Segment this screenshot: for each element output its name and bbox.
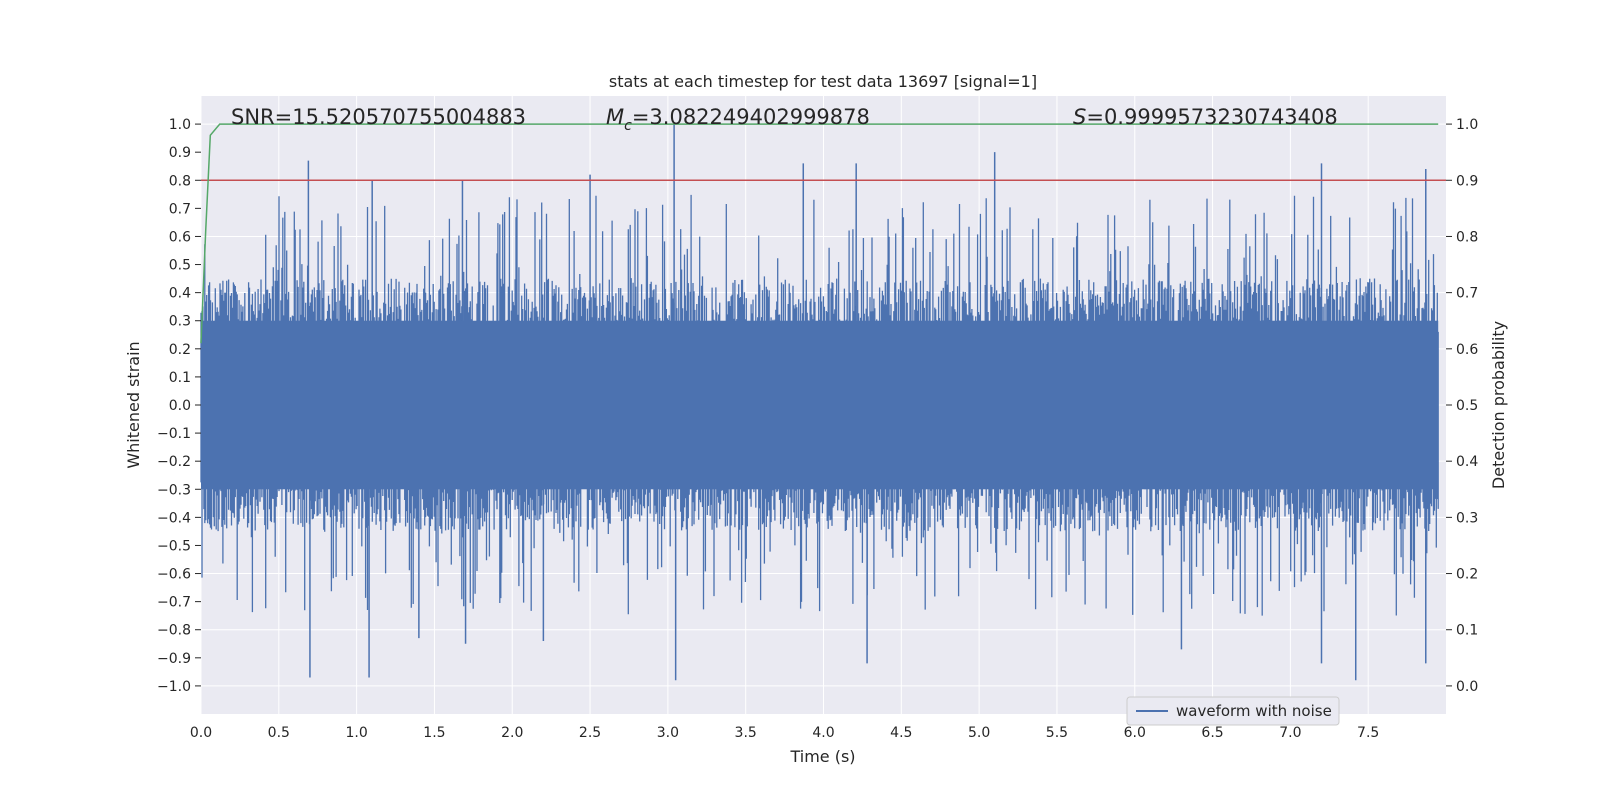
y-axis-label: Whitened strain — [124, 341, 143, 468]
legend: waveform with noise — [1126, 696, 1340, 726]
x-tick-label-1: 0.5 — [268, 725, 290, 741]
y-tick-label-17: −0.7 — [157, 595, 191, 611]
x-tick-label-5: 2.5 — [579, 725, 601, 741]
y-tick-label-1: 0.9 — [169, 145, 191, 161]
y-tick-label-6: 0.4 — [169, 286, 191, 302]
probability-line — [200, 123, 1439, 344]
y-tick-label-4: 0.6 — [169, 229, 191, 245]
y-tick-label-14: −0.4 — [157, 510, 191, 526]
chirp-mass-symbol: M — [606, 105, 624, 129]
y-tick-label-3: 0.7 — [169, 201, 191, 217]
score-annotation: S=0.9999573230743408 — [1073, 105, 1338, 129]
x-tick-label-0: 0.0 — [190, 725, 212, 741]
y-right-tick-label-7: 0.3 — [1456, 510, 1478, 526]
y-tick-label-15: −0.5 — [157, 538, 191, 554]
score-value: =0.9999573230743408 — [1086, 105, 1337, 129]
x-axis-label: Time (s) — [789, 747, 855, 766]
y-right-tick-label-1: 0.9 — [1456, 173, 1478, 189]
x-tick-label-14: 7.0 — [1279, 725, 1301, 741]
y-tick-label-12: −0.2 — [157, 454, 191, 470]
y-right-tick-label-8: 0.2 — [1456, 567, 1478, 583]
y-right-tick-label-2: 0.8 — [1456, 229, 1478, 245]
y-axis-ticks: 1.0 0.9 0.8 0.7 0.6 0.5 0.4 0.3 0.2 0.1 0.0 −0.1 −0.… — [157, 117, 201, 695]
chirp-mass-value: =3.082249402999878 — [632, 105, 870, 129]
x-tick-label-2: 1.0 — [345, 725, 367, 741]
x-tick-label-7: 3.5 — [735, 725, 757, 741]
y-right-tick-label-4: 0.6 — [1456, 342, 1478, 358]
y-tick-label-18: −0.8 — [157, 623, 191, 639]
y-tick-label-16: −0.6 — [157, 567, 191, 583]
y-right-tick-label-9: 0.1 — [1456, 623, 1478, 639]
y-tick-label-10: 0.0 — [169, 398, 191, 414]
y-right-tick-label-3: 0.7 — [1456, 286, 1478, 302]
y-tick-label-2: 0.8 — [169, 173, 191, 189]
y-tick-label-11: −0.1 — [157, 426, 191, 442]
y-right-tick-label-0: 1.0 — [1456, 117, 1478, 133]
y-tick-label-0: 1.0 — [169, 117, 191, 133]
x-axis-ticks: 0.0 0.5 1.0 1.5 2.0 2.5 3.0 3.5 4.0 4.5 5.0 5.5 6.0 6… — [190, 725, 1379, 741]
y-tick-label-9: 0.1 — [169, 370, 191, 386]
x-tick-label-11: 5.5 — [1046, 725, 1068, 741]
y-tick-label-19: −0.9 — [157, 651, 191, 667]
score-symbol: S — [1073, 105, 1086, 129]
x-tick-label-15: 7.5 — [1357, 725, 1379, 741]
x-tick-label-13: 6.5 — [1201, 725, 1223, 741]
y-axis-right-ticks: 1.0 0.9 0.8 0.7 0.6 0.5 0.4 0.3 0.2 0.1 0.0 — [1446, 117, 1478, 695]
chirp-mass-annotation: Mc=3.082249402999878 — [606, 105, 870, 134]
y-tick-label-13: −0.3 — [157, 482, 191, 498]
x-tick-label-6: 3.0 — [657, 725, 679, 741]
chart-title: stats at each timestep for test data 136… — [609, 72, 1037, 91]
y-tick-label-7: 0.3 — [169, 314, 191, 330]
x-tick-label-12: 6.0 — [1124, 725, 1146, 741]
y-right-tick-label-5: 0.5 — [1456, 398, 1478, 414]
probability-series — [200, 123, 1439, 344]
waveform-series — [200, 124, 1439, 681]
y-right-tick-label-6: 0.4 — [1456, 454, 1478, 470]
y-tick-label-20: −1.0 — [157, 679, 191, 695]
waveform-core — [201, 320, 1439, 490]
x-tick-label-9: 4.5 — [890, 725, 912, 741]
legend-label-waveform: waveform with noise — [1176, 702, 1332, 720]
y-tick-label-5: 0.5 — [169, 258, 191, 274]
x-tick-label-3: 1.5 — [423, 725, 445, 741]
legend-box — [1126, 696, 1340, 726]
chirp-mass-subscript: c — [624, 118, 632, 134]
snr-annotation: SNR=15.520570755004883 — [231, 105, 526, 129]
x-tick-label-10: 5.0 — [968, 725, 990, 741]
y-axis-right-label: Detection probability — [1489, 321, 1508, 489]
x-tick-label-4: 2.0 — [501, 725, 523, 741]
x-tick-label-8: 4.0 — [812, 725, 834, 741]
y-tick-label-8: 0.2 — [169, 342, 191, 358]
y-right-tick-label-10: 0.0 — [1456, 679, 1478, 695]
